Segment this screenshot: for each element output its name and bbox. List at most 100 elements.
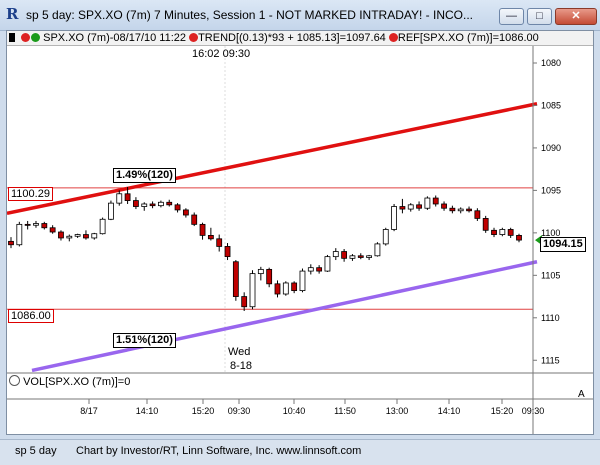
candle-body [274, 283, 281, 295]
candle-body [349, 255, 356, 259]
maximize-button[interactable]: □ [527, 8, 552, 25]
candle [507, 227, 514, 238]
candle-body [441, 203, 447, 209]
candle-body [316, 267, 323, 272]
volume-toggle-icon[interactable] [9, 375, 20, 386]
candle [516, 233, 522, 243]
y-tick-label: 1080 [541, 58, 561, 68]
collapse-handle-icon[interactable] [9, 33, 15, 42]
candle-body [191, 214, 198, 225]
x-tick-label: 09:30 [228, 406, 251, 416]
candle [399, 198, 406, 214]
x-tick-label: 11:50 [334, 406, 356, 416]
candle [91, 232, 98, 240]
candle [341, 248, 348, 262]
candle [291, 281, 298, 294]
legend-symbol[interactable]: SPX.XO (7m)-08/17/10 11:22 [43, 32, 186, 44]
candle-body [357, 255, 364, 258]
candle [133, 197, 139, 210]
candle [199, 222, 206, 240]
candle-body [266, 268, 273, 285]
candle [366, 254, 372, 261]
last-price-label: 1094.15 [540, 237, 586, 252]
candle [108, 200, 114, 221]
candle [66, 234, 73, 242]
candle [166, 199, 173, 207]
candle-body [291, 282, 298, 292]
candle [274, 280, 281, 298]
candle [382, 227, 389, 246]
legend-bar: SPX.XO (7m)-08/17/10 11:22 TREND[(0.13)*… [7, 31, 593, 46]
candle [424, 196, 431, 210]
x-tick-label: 15:20 [192, 406, 215, 416]
candle [16, 221, 23, 247]
close-button[interactable]: ✕ [555, 8, 597, 25]
y-tick-label: 1115 [541, 355, 560, 365]
candle-body [158, 201, 164, 207]
candle-body [482, 218, 489, 231]
candle-body [416, 204, 422, 209]
y-tick-label: 1085 [541, 100, 561, 110]
candle [216, 234, 223, 252]
candle [449, 205, 456, 214]
candle [407, 203, 414, 212]
date-label: 8-18 [230, 360, 253, 372]
candle [41, 221, 48, 230]
status-bar: sp 5 day Chart by Investor/RT, Linn Soft… [0, 439, 600, 465]
y-tick-label: 1105 [541, 270, 560, 280]
candle-body [449, 207, 456, 212]
candle [307, 264, 314, 275]
x-tick-label: 14:10 [438, 406, 461, 416]
candle-body [141, 203, 148, 207]
candle-body [324, 256, 331, 272]
candle [466, 206, 472, 213]
candle-body [391, 206, 397, 230]
candle-body [382, 229, 389, 245]
candle-body [374, 243, 381, 257]
candle-body [432, 197, 439, 205]
candle-body [491, 229, 497, 235]
candle [149, 201, 156, 209]
candle [491, 227, 497, 238]
candle-body [58, 231, 64, 239]
candles [8, 186, 522, 311]
candle-body [216, 238, 223, 247]
candle [349, 254, 356, 261]
candle [316, 265, 323, 274]
candle-body [341, 251, 348, 259]
candle-body [241, 296, 248, 308]
candle-body [133, 200, 139, 207]
candle-body [16, 223, 23, 246]
candle-body [424, 197, 431, 209]
candle [441, 201, 447, 211]
candle [249, 270, 256, 310]
candle-body [24, 223, 31, 226]
app-logo-icon: R [6, 5, 19, 23]
day-label: Wed [228, 346, 251, 358]
upper-trend-line [7, 102, 538, 216]
candle-body [174, 204, 181, 211]
candle [432, 195, 439, 207]
volume-label: VOL[SPX.XO (7m)]=0 [23, 376, 131, 388]
candle [182, 208, 189, 218]
candle-body [124, 193, 131, 201]
candle [391, 203, 397, 232]
scroll-arrow-label[interactable]: A [578, 389, 585, 400]
price-chart[interactable]: 1115 1110 1105 1100 1095 1090 1085 1080 8/17 14:… [7, 46, 593, 434]
candle [232, 260, 239, 301]
candle [282, 281, 289, 296]
x-tick-label: 09:30 [522, 406, 545, 416]
candle-body [8, 240, 14, 246]
candle-body [182, 209, 189, 216]
x-tick-label: 13:00 [386, 406, 409, 416]
candle-body [33, 223, 39, 226]
minimize-button[interactable]: — [499, 8, 524, 25]
candle [357, 253, 364, 260]
legend-ref[interactable]: REF[SPX.XO (7m)]=1086.00 [397, 32, 539, 44]
candle-body [366, 255, 372, 258]
legend-dot-ref-icon [388, 33, 398, 42]
candle-body [108, 202, 114, 220]
window-title: sp 5 day: SPX.XO (7m) 7 Minutes, Session… [26, 8, 474, 22]
legend-trend[interactable]: TREND[(0.13)*93 + 1085.13]=1097.64 [198, 32, 386, 44]
candle-body [257, 268, 264, 275]
